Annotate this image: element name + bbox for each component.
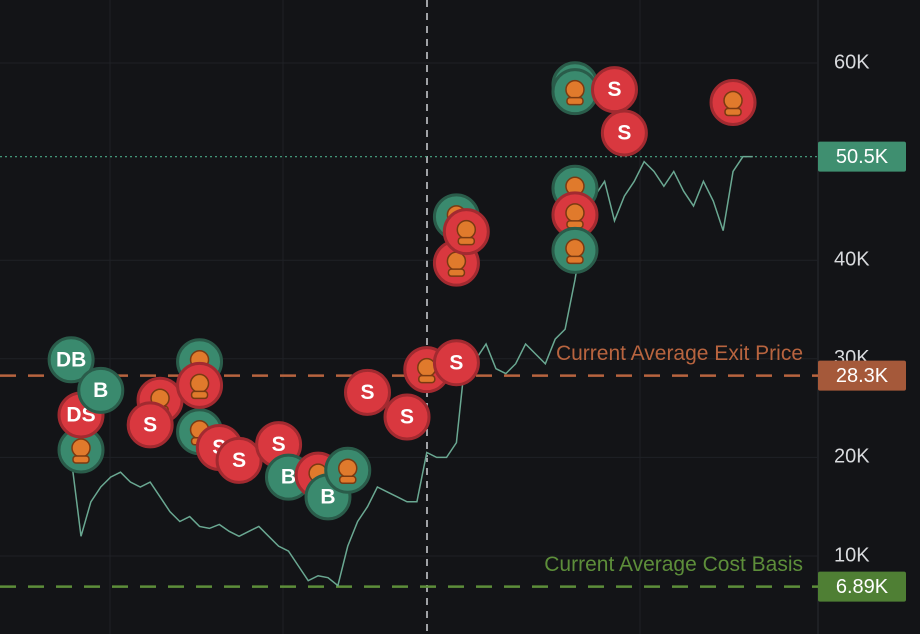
marker-label: B (320, 485, 335, 508)
trade-marker: S (383, 393, 431, 441)
trade-marker: B (77, 366, 125, 414)
marker-icon (337, 458, 358, 478)
trade-marker (709, 78, 757, 126)
trade-marker (551, 191, 599, 239)
marker-icon-base (190, 390, 209, 400)
marker-icon-base (418, 374, 436, 384)
marker-circle (383, 393, 431, 441)
marker-label: B (281, 466, 296, 489)
trade-marker (551, 68, 599, 116)
marker-icon (723, 90, 743, 111)
y-tick-label: 40K (834, 248, 870, 270)
marker-icon (189, 373, 210, 394)
price-badge-label: 6.89K (836, 576, 889, 598)
trade-marker: S (432, 339, 480, 387)
trade-marker: DB (47, 336, 95, 384)
marker-label: S (272, 433, 286, 456)
reference-name: Current Average Exit Price (556, 342, 803, 365)
marker-icon (71, 438, 91, 458)
marker-icon (446, 251, 467, 271)
marker-label: DB (56, 348, 86, 371)
marker-icon (565, 79, 585, 100)
marker-circle (215, 436, 263, 484)
marker-icon-base (338, 475, 357, 484)
marker-icon-base (457, 236, 476, 246)
marker-icon-base (566, 96, 584, 106)
marker-label: S (143, 413, 157, 436)
price-line (70, 155, 753, 587)
marker-icon-base (72, 455, 90, 464)
vertical-grid (109, 0, 819, 634)
trade-marker (176, 361, 224, 409)
marker-icon-base (724, 107, 742, 117)
marker-label: S (232, 449, 246, 472)
marker-circle (432, 339, 480, 387)
trade-marker (324, 446, 372, 494)
marker-circle (600, 109, 648, 157)
marker-icon-base (566, 255, 584, 265)
trade-marker: S (600, 109, 648, 157)
y-tick-label: 20K (834, 446, 870, 468)
marker-label: S (449, 351, 463, 374)
trade-marker (551, 226, 599, 274)
marker-circle (126, 401, 174, 449)
price-badge (818, 571, 906, 602)
price-badge-label: 50.5K (836, 146, 889, 168)
trade-marker: S (126, 401, 174, 449)
marker-label: S (607, 78, 621, 101)
reference-name: Current Average Cost Basis (544, 553, 803, 576)
marker-circle (590, 66, 638, 114)
y-tick-label: 60K (834, 51, 870, 73)
marker-label: S (400, 406, 414, 429)
marker-label: S (360, 381, 374, 404)
trade-marker: S (344, 368, 392, 416)
price-badge (818, 141, 906, 172)
marker-circle (47, 336, 95, 384)
marker-icon (565, 203, 585, 223)
marker-label: S (617, 122, 631, 145)
y-tick-label: 10K (834, 544, 870, 566)
trade-marker (442, 208, 490, 256)
trade-marker (57, 426, 105, 474)
price-badge-label: 28.3K (836, 365, 889, 387)
trade-marker: S (215, 436, 263, 484)
marker-circle (77, 366, 125, 414)
marker-icon-base (447, 268, 466, 277)
marker-icon-base (566, 220, 584, 229)
marker-circle (344, 368, 392, 416)
marker-icon (456, 219, 477, 240)
marker-label: B (93, 379, 108, 402)
price-badge (818, 360, 906, 391)
marker-icon (565, 238, 585, 259)
trade-marker: S (590, 66, 638, 114)
